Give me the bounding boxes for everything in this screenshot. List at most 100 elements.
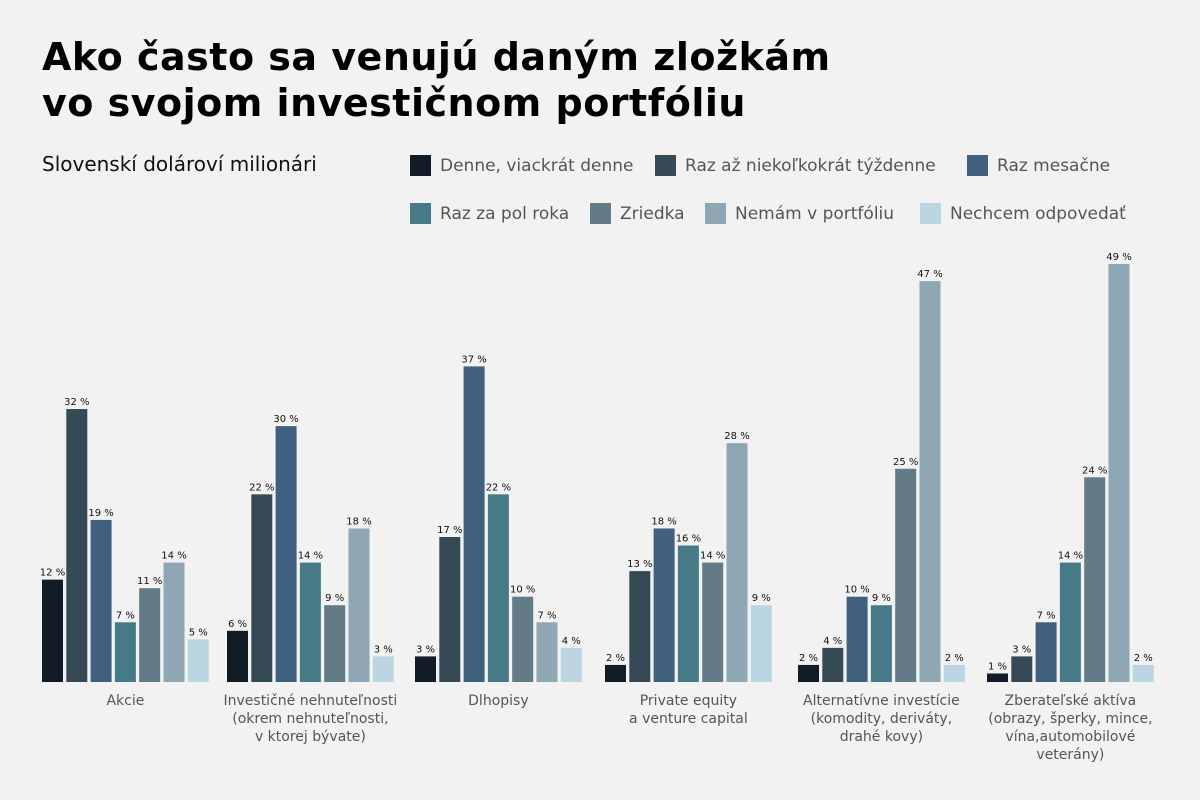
legend-item: Zriedka <box>590 203 685 224</box>
bar <box>251 494 273 682</box>
category-label-line: Akcie <box>106 693 145 709</box>
category-label-line: veterány) <box>1036 747 1105 763</box>
bar <box>536 622 558 682</box>
category-label: Investičné nehnuteľnosti (okrem nehnuteľn… <box>220 692 400 746</box>
legend-label: Denne, viackrát denne <box>440 155 634 176</box>
legend-item: Raz až niekoľkokrát týždenne <box>655 155 936 176</box>
category-label-line: vína,automobilové <box>1005 729 1136 745</box>
legend-swatch <box>410 155 431 176</box>
data-label: 37 % <box>461 354 486 365</box>
legend-item: Raz mesačne <box>967 155 1110 176</box>
data-label: 19 % <box>88 508 113 519</box>
data-label: 25 % <box>893 457 918 468</box>
category-label-line: (komodity, deriváty, <box>810 711 953 727</box>
bar <box>895 468 917 682</box>
data-label: 22 % <box>486 482 511 493</box>
legend-item: Nemám v portfóliu <box>705 203 894 224</box>
legend-label: Raz za pol roka <box>440 203 570 224</box>
bar <box>439 536 461 682</box>
bar <box>512 596 534 682</box>
data-label: 14 % <box>298 551 323 562</box>
data-label: 4 % <box>562 636 581 647</box>
data-label: 9 % <box>872 593 891 604</box>
category-label-line: Investičné nehnuteľnosti <box>223 693 398 709</box>
bar <box>487 494 509 682</box>
legend-label: Raz mesačne <box>997 155 1111 176</box>
bar <box>702 562 724 682</box>
legend-swatch <box>705 203 726 224</box>
data-label: 2 % <box>1134 653 1153 664</box>
chart-subtitle: Slovenskí dolároví milionári <box>42 152 317 176</box>
bar <box>1011 656 1033 682</box>
category-label: Dlhopisy <box>408 692 588 710</box>
bar <box>1084 477 1106 682</box>
bar <box>846 596 868 682</box>
bar <box>299 562 321 682</box>
data-label: 10 % <box>510 585 535 596</box>
legend-swatch <box>967 155 988 176</box>
legend-swatch <box>410 203 431 224</box>
data-label: 9 % <box>325 593 344 604</box>
data-label: 14 % <box>700 551 725 562</box>
bar <box>1132 664 1154 682</box>
data-label: 1 % <box>988 661 1007 672</box>
chart-title: Ako často sa venujú daným zložkám vo svo… <box>42 34 831 126</box>
category-label-line: Alternatívne investície <box>803 693 960 709</box>
data-label: 2 % <box>606 653 625 664</box>
data-label: 18 % <box>651 516 676 527</box>
category-label-line: Dlhopisy <box>468 693 529 709</box>
bar <box>1059 562 1081 682</box>
category-label: Alternatívne investície (komodity, derivá… <box>791 692 971 746</box>
bar <box>66 409 88 682</box>
data-label: 7 % <box>537 610 556 621</box>
data-label: 14 % <box>161 551 186 562</box>
bar <box>919 281 941 682</box>
data-label: 30 % <box>273 414 298 425</box>
data-label: 49 % <box>1106 252 1131 263</box>
data-label: 47 % <box>917 269 942 280</box>
category-label: Zberateľské aktíva (obrazy, šperky, mince… <box>980 692 1160 764</box>
data-label: 6 % <box>228 619 247 630</box>
bar <box>750 605 772 682</box>
data-label: 17 % <box>437 525 462 536</box>
bar <box>227 630 248 682</box>
bar <box>139 588 161 682</box>
data-label: 2 % <box>945 653 964 664</box>
category-label: Private equity a venture capital <box>598 692 778 728</box>
legend-label: Nemám v portfóliu <box>735 203 895 224</box>
bar <box>90 519 112 682</box>
bar <box>629 571 651 682</box>
data-label: 10 % <box>844 585 869 596</box>
bar <box>114 622 136 682</box>
data-label: 2 % <box>799 653 818 664</box>
data-label: 5 % <box>189 627 208 638</box>
legend-swatch <box>590 203 611 224</box>
bar <box>275 426 297 682</box>
legend-item: Nechcem odpovedať <box>920 203 1126 224</box>
data-label: 32 % <box>64 397 89 408</box>
bar <box>1035 622 1057 682</box>
data-label: 4 % <box>823 636 842 647</box>
data-label: 11 % <box>137 576 162 587</box>
chart-title-line-1: Ako často sa venujú daným zložkám <box>42 35 831 79</box>
data-label: 18 % <box>346 516 371 527</box>
category-label-line: v ktorej bývate) <box>254 729 366 745</box>
data-label: 9 % <box>752 593 771 604</box>
data-label: 7 % <box>116 610 135 621</box>
legend-swatch <box>655 155 676 176</box>
category-label-line: Zberateľské aktíva <box>1004 693 1137 709</box>
data-label: 3 % <box>374 644 393 655</box>
bar <box>798 664 819 682</box>
legend-label: Raz až niekoľkokrát týždenne <box>685 155 936 176</box>
legend-label: Zriedka <box>620 203 685 224</box>
bar <box>653 528 675 682</box>
data-label: 28 % <box>724 431 749 442</box>
bar <box>415 656 436 682</box>
chart-title-line-2: vo svojom investičnom portfóliu <box>42 81 746 125</box>
bar <box>1108 264 1130 682</box>
bar <box>560 647 582 682</box>
bar <box>348 528 370 682</box>
data-label: 16 % <box>676 534 701 545</box>
bar <box>187 639 209 682</box>
